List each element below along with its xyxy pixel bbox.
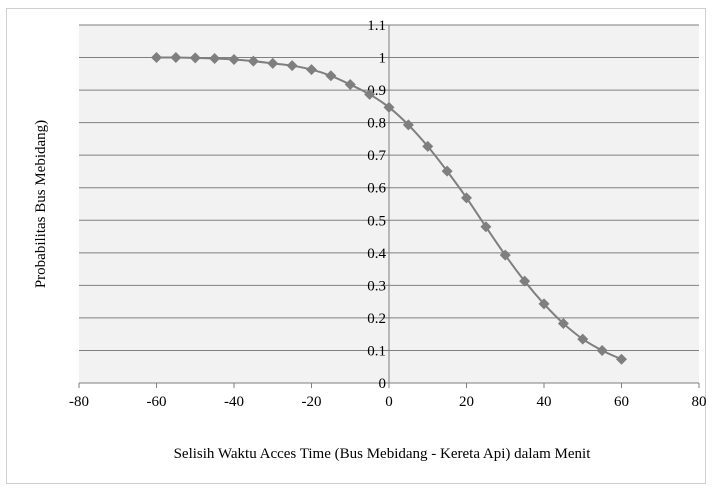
x-tick-label: -40	[224, 394, 244, 410]
data-point	[461, 192, 472, 204]
data-point	[422, 140, 434, 152]
y-tick-label: 1.1	[367, 18, 386, 34]
data-point	[519, 275, 531, 287]
y-tick-label: 0.8	[367, 116, 386, 132]
x-tick-label: 60	[614, 394, 629, 410]
y-tick-label: 0.6	[367, 181, 386, 197]
data-point	[247, 55, 259, 67]
x-tick-label: 0	[385, 394, 393, 410]
x-tick-marks	[78, 383, 700, 388]
data-point	[577, 333, 589, 345]
data-point	[267, 57, 279, 69]
data-point	[402, 119, 414, 131]
data-point	[557, 317, 569, 329]
x-axis-title: Selisih Waktu Acces Time (Bus Mebidang -…	[174, 446, 592, 462]
data-point	[383, 101, 395, 113]
y-tick-label: 0.5	[367, 213, 386, 229]
data-point	[364, 88, 376, 100]
data-point	[286, 60, 298, 72]
data-point	[616, 353, 627, 365]
data-point	[480, 221, 492, 233]
data-points	[151, 52, 627, 365]
x-tick-label: -80	[69, 394, 89, 410]
y-tick-label: 0.1	[367, 343, 386, 359]
data-point	[499, 249, 511, 261]
chart-svg: 00.10.20.30.40.50.60.70.80.911.1 -80 -60-…	[33, 18, 707, 462]
x-tick-label: 20	[459, 394, 474, 410]
x-tick-label: 80	[692, 394, 707, 410]
data-point	[441, 165, 453, 177]
x-tick-label: -60	[147, 394, 167, 410]
chart-frame: 0 0.1 0.2 0.3 0.4 0.5 0.6 0.7 0.8 0.9 1 1.1 -80 -60-…	[6, 8, 707, 484]
data-point	[344, 79, 356, 91]
x-tick-label: -20	[302, 394, 322, 410]
data-point	[209, 53, 221, 65]
y-tick-label: 0.2	[367, 311, 386, 327]
y-tick-label: 0.7	[367, 148, 386, 164]
data-point	[151, 52, 162, 64]
y-tick-label: 0	[379, 376, 387, 392]
data-point	[306, 64, 317, 76]
data-point	[325, 70, 337, 82]
x-tick-labels: -80 -60 -40 -20 0 20 40 60 80	[69, 394, 707, 410]
y-tick-labels: 00.10.20.30.40.50.60.70.80.911.1	[367, 18, 386, 392]
x-tick-label: 40	[537, 394, 552, 410]
data-point	[189, 52, 201, 64]
data-point	[170, 52, 182, 64]
data-point	[596, 344, 608, 356]
data-point	[228, 53, 240, 65]
data-point	[538, 298, 550, 310]
y-axis-title: Probabilitas Bus Mebidang)	[33, 120, 49, 288]
y-tick-label: 0.4	[367, 246, 386, 262]
y-tick-label: 0.3	[367, 278, 386, 294]
y-tick-label: 1	[379, 51, 387, 67]
